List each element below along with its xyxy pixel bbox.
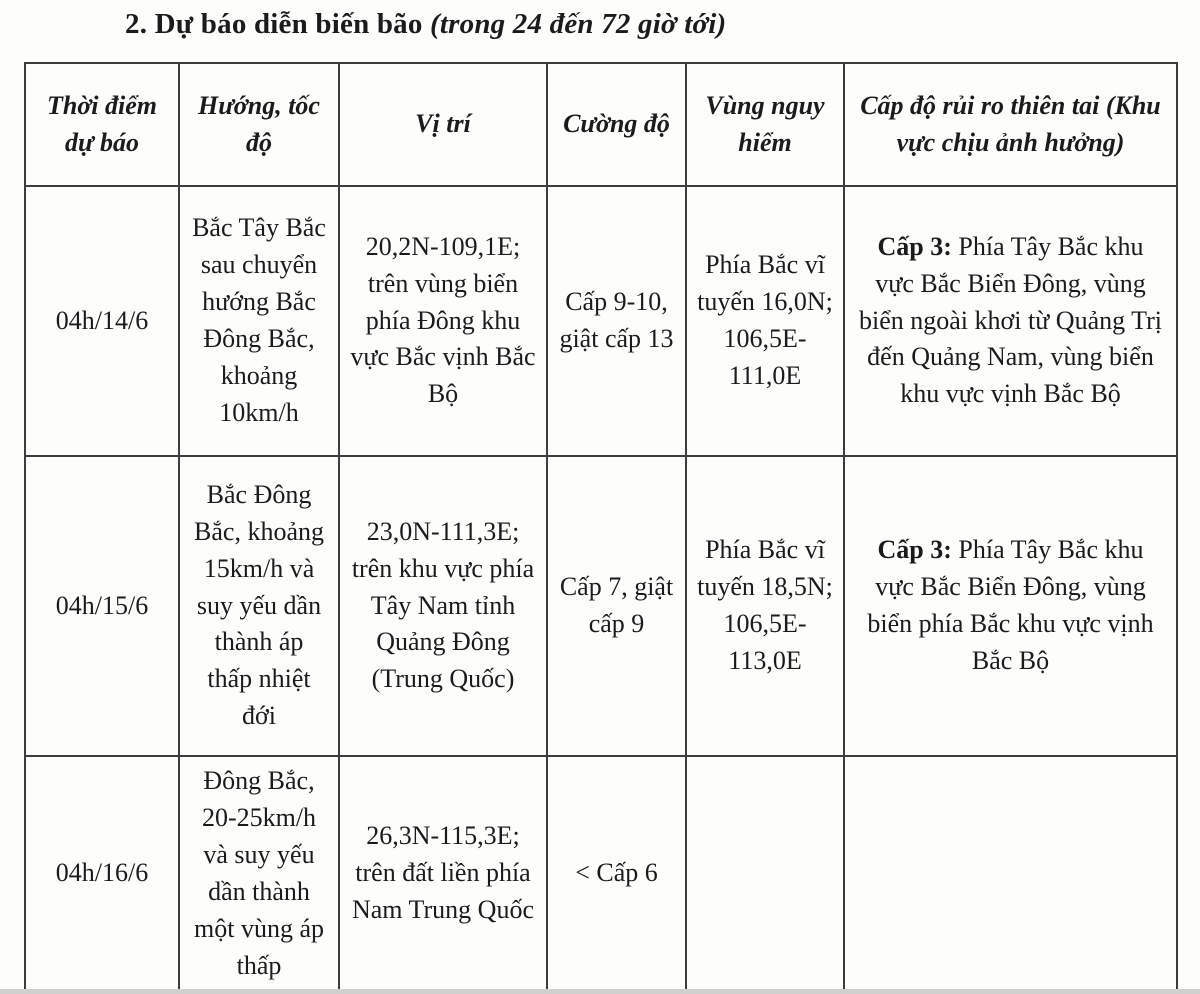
- cell-position: 26,3N-115,3E; trên đất liền phía Nam Tru…: [338, 754, 548, 993]
- cell-risk-level: Cấp 3: Phía Tây Bắc khu vực Bắc Biển Đôn…: [843, 455, 1178, 757]
- cell-time: 04h/14/6: [24, 185, 180, 457]
- section-title-paren: (trong 24 đến 72 giờ tới): [430, 8, 727, 40]
- section-title: 2. Dự báo diễn biến bão (trong 24 đến 72…: [125, 8, 726, 41]
- cell-time: 04h/15/6: [24, 455, 180, 757]
- section-title-main: 2. Dự báo diễn biến bão: [125, 8, 431, 40]
- cell-intensity: Cấp 7, giật cấp 9: [546, 455, 687, 757]
- cell-danger-zone: Phía Bắc vĩ tuyến 16,0N; 106,5E-111,0E: [685, 185, 845, 457]
- table-row: 04h/16/6 Đông Bắc, 20-25km/h và suy yếu …: [24, 754, 1178, 993]
- cell-position: 20,2N-109,1E; trên vùng biển phía Đông k…: [338, 185, 548, 457]
- risk-level-label: Cấp 3:: [877, 535, 952, 565]
- table-row: 04h/15/6 Bắc Đông Bắc, khoảng 15km/h và …: [24, 455, 1178, 757]
- risk-level-label: Cấp 3:: [877, 231, 952, 261]
- page-bottom-edge: [0, 989, 1200, 994]
- cell-risk-level: Cấp 3: Phía Tây Bắc khu vực Bắc Biển Đôn…: [843, 185, 1178, 457]
- cell-time: 04h/16/6: [24, 754, 180, 993]
- header-position: Vị trí: [338, 62, 548, 187]
- risk-area-text: Phía Tây Bắc khu vực Bắc Biển Đông, vùng…: [867, 535, 1154, 675]
- table-row: 04h/14/6 Bắc Tây Bắc sau chuyển hướng Bắ…: [24, 185, 1178, 457]
- header-forecast-time: Thời điểm dự báo: [24, 62, 180, 187]
- cell-direction: Đông Bắc, 20-25km/h và suy yếu dần thành…: [178, 754, 340, 993]
- cell-intensity: Cấp 9-10, giật cấp 13: [546, 185, 687, 457]
- cell-intensity: < Cấp 6: [546, 754, 687, 993]
- cell-direction: Bắc Đông Bắc, khoảng 15km/h và suy yếu d…: [178, 455, 340, 757]
- header-intensity: Cường độ: [546, 62, 687, 187]
- header-danger-zone: Vùng nguy hiểm: [685, 62, 845, 187]
- cell-risk-level: [843, 754, 1178, 993]
- risk-area-text: Phía Tây Bắc khu vực Bắc Biển Đông, vùng…: [858, 231, 1162, 409]
- cell-position: 23,0N-111,3E; trên khu vực phía Tây Nam …: [338, 455, 548, 757]
- cell-danger-zone: Phía Bắc vĩ tuyến 18,5N; 106,5E-113,0E: [685, 455, 845, 757]
- header-direction-speed: Hướng, tốc độ: [178, 62, 340, 187]
- table-header-row: Thời điểm dự báo Hướng, tốc độ Vị trí Cư…: [24, 62, 1178, 187]
- cell-danger-zone: [685, 754, 845, 993]
- storm-forecast-table: Thời điểm dự báo Hướng, tốc độ Vị trí Cư…: [24, 62, 1178, 993]
- header-risk-level: Cấp độ rủi ro thiên tai (Khu vực chịu ản…: [843, 62, 1178, 187]
- cell-direction: Bắc Tây Bắc sau chuyển hướng Bắc Đông Bắ…: [178, 185, 340, 457]
